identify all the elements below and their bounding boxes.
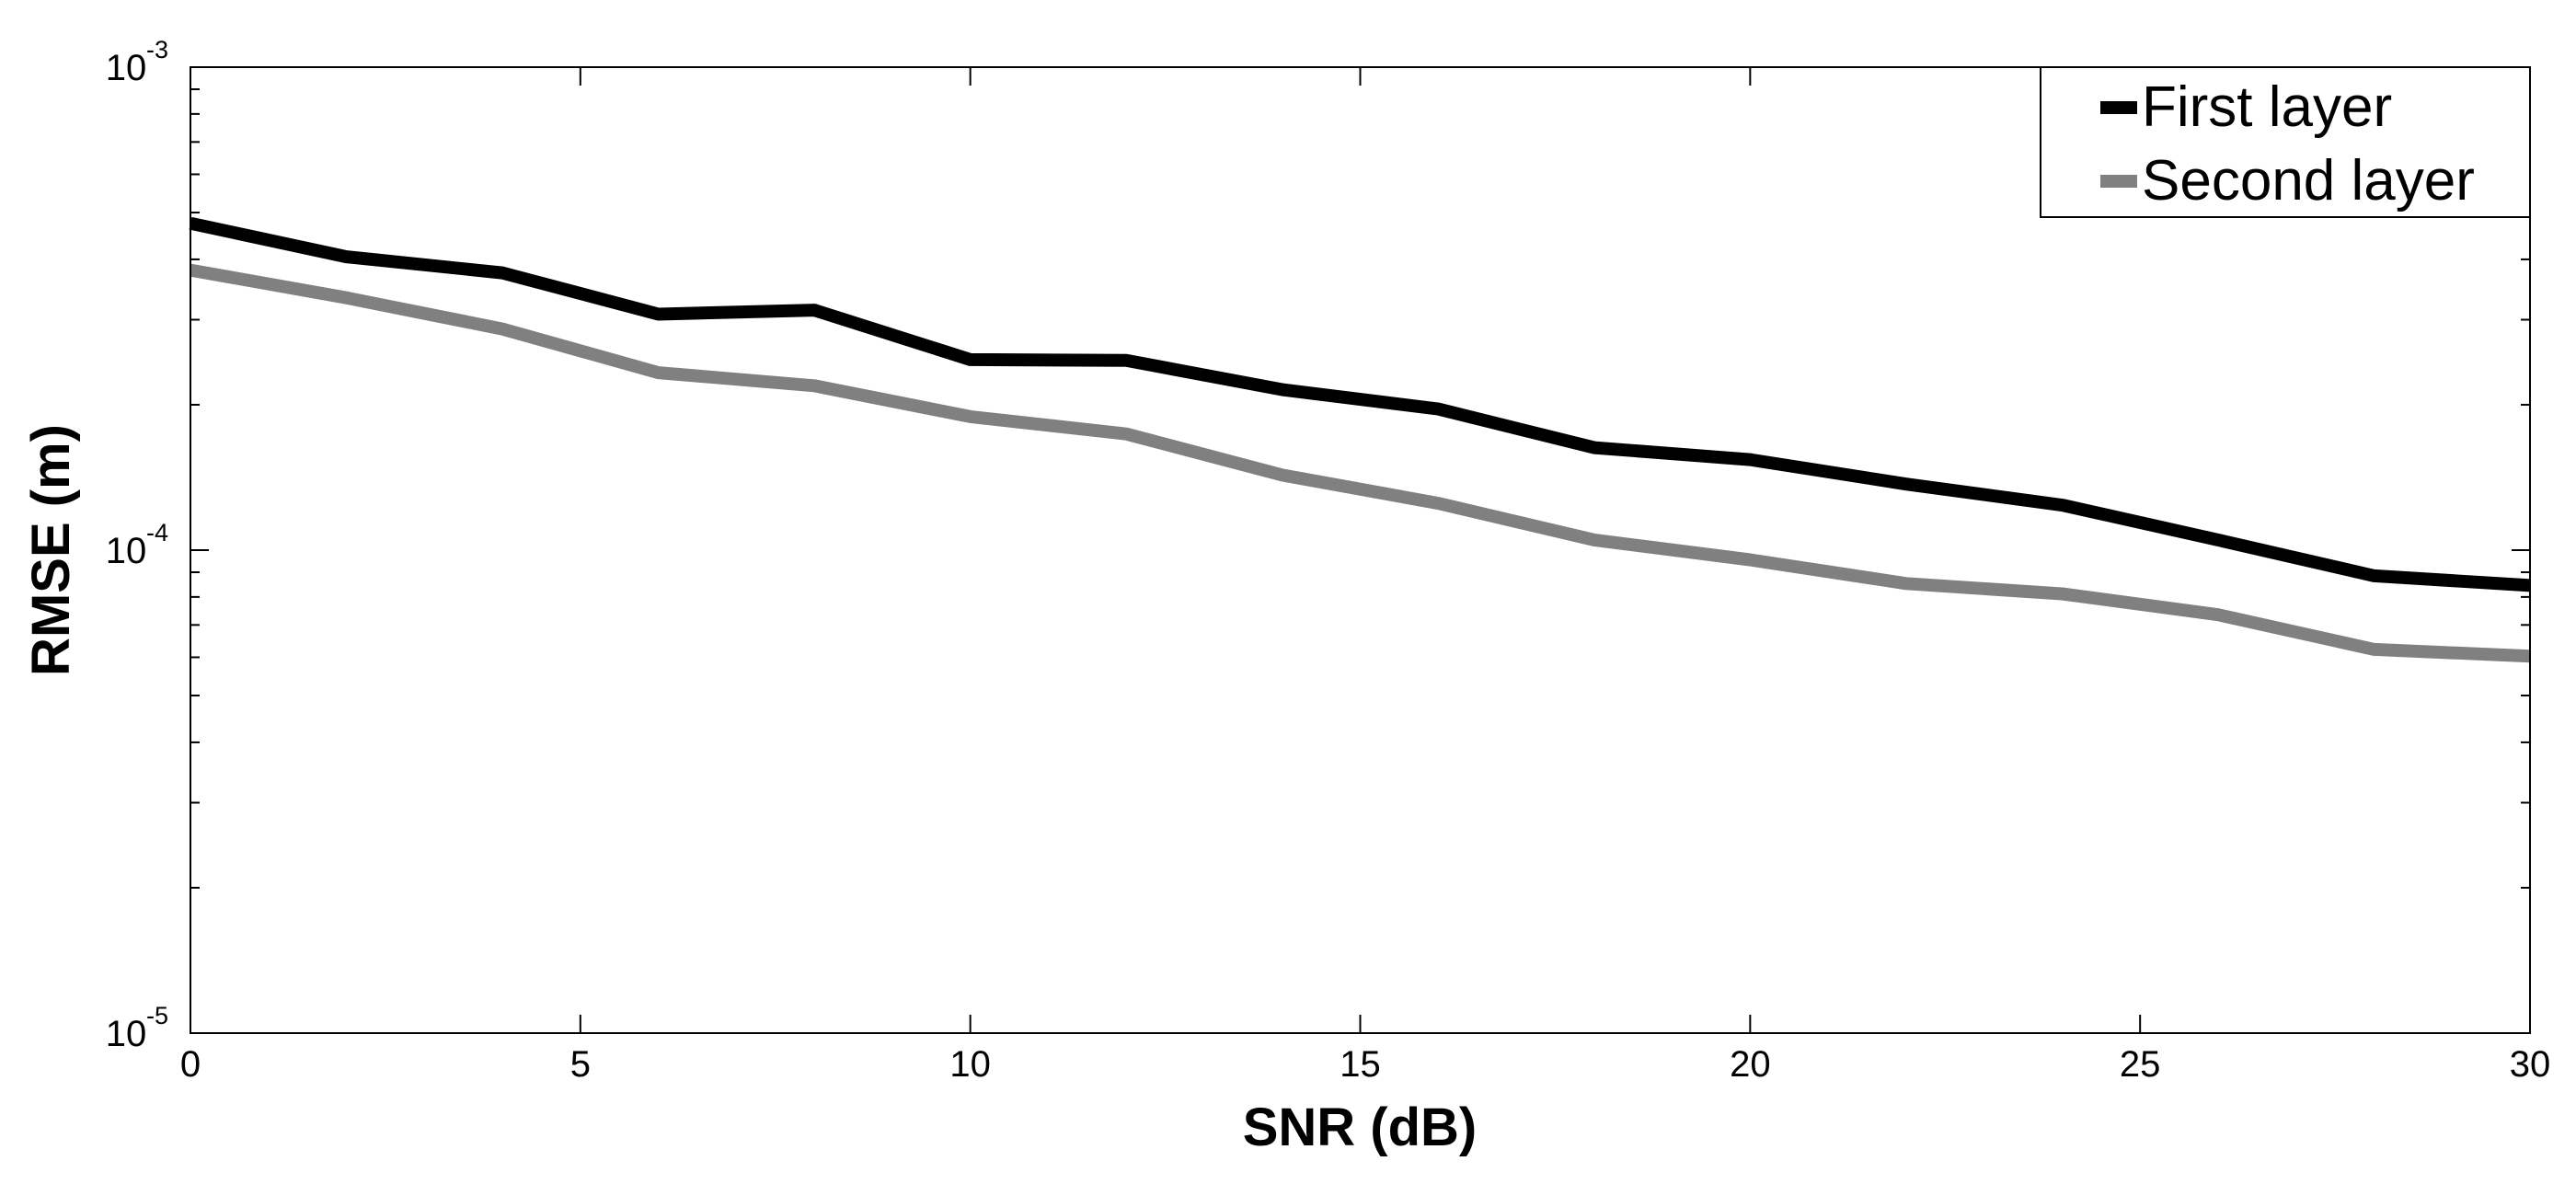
series-lines [189,216,2531,663]
y-tick-exponent: -5 [146,1002,168,1029]
x-tick-label: 15 [1340,1044,1381,1085]
series-line-second-layer [189,263,2531,663]
x-tick-label: 25 [2120,1044,2161,1085]
y-axis-title: RMSE (m) [21,424,81,676]
legend-label-first-layer: First layer [2142,75,2392,139]
legend-box [2040,66,2531,218]
x-tick-label: 0 [180,1044,201,1085]
x-tick-label: 30 [2510,1044,2551,1085]
x-tick-label: 10 [949,1044,991,1085]
y-tick-label: 10 [106,1014,147,1054]
y-tick-label: 10 [106,48,147,88]
legend-label-second-layer: Second layer [2142,149,2475,213]
y-tick-exponent: -3 [146,36,168,63]
y-tick-exponent: -4 [146,519,168,546]
legend: First layer Second layer [2040,66,2531,218]
series-line-first-layer [189,216,2531,592]
x-axis-title: SNR (dB) [1243,1098,1478,1157]
x-tick-label: 5 [570,1044,591,1085]
y-tick-label: 10 [106,531,147,571]
x-tick-label: 20 [1730,1044,1771,1085]
plot-area-frame [190,66,2531,1034]
